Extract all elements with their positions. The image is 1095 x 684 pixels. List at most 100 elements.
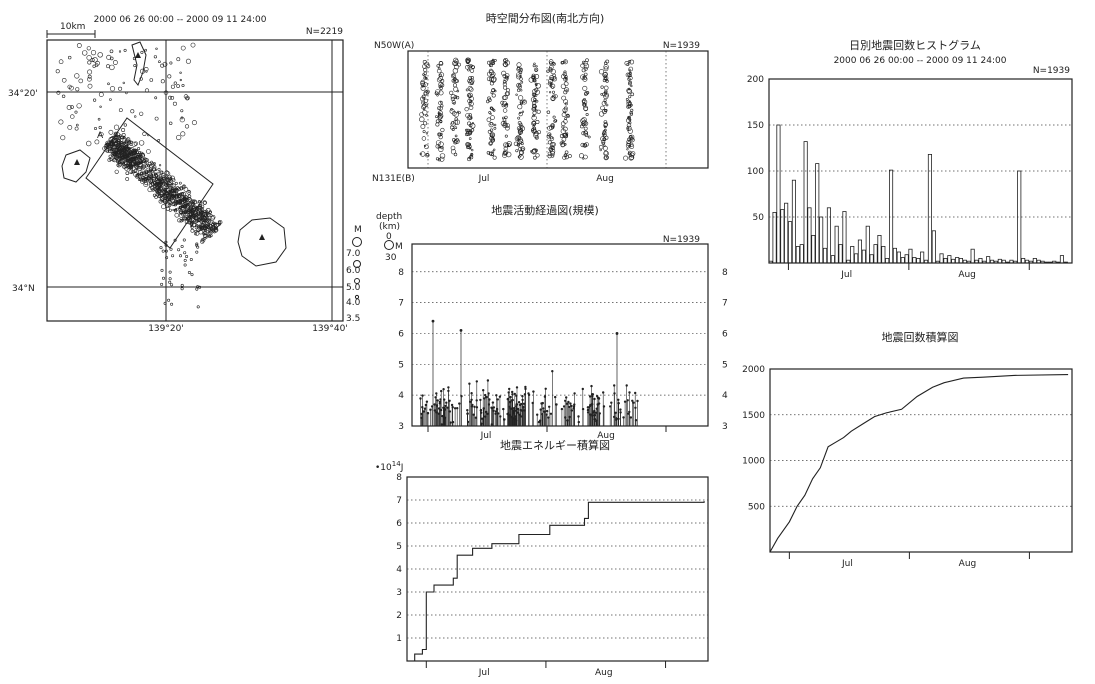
epicenter-point: [143, 157, 148, 162]
spacetime-point: [436, 68, 442, 74]
epicenter-point: [151, 167, 157, 172]
histogram-bar: [908, 248, 913, 264]
epicenter-point: [169, 177, 173, 181]
magtime-point: [424, 403, 428, 407]
cumulative-count-line: [769, 374, 1069, 553]
epicenter-point: [183, 251, 187, 255]
spacetime-point: [563, 81, 569, 87]
spacetime-point: [519, 150, 524, 155]
spacetime-point: [563, 70, 567, 74]
spacetime-point: [626, 104, 631, 109]
map-lon-label-2: 139°40': [312, 324, 348, 334]
epicenter-point: [195, 242, 199, 246]
spacetime-point: [467, 157, 472, 162]
magtime-point: [482, 389, 485, 392]
ytick-label: 50: [753, 213, 765, 223]
spacetime-point: [453, 57, 459, 63]
spacetime-point: [489, 122, 494, 126]
epicenter-point: [123, 155, 128, 159]
magtime-point: [484, 393, 487, 397]
magtime-point: [466, 409, 469, 412]
spacetime-point: [454, 117, 458, 121]
spacetime-point: [546, 69, 550, 73]
spacetime-point: [453, 86, 459, 92]
spacetime-point: [600, 105, 605, 111]
histogram-bar: [997, 258, 1002, 264]
spacetime-point: [517, 104, 523, 110]
epicenter-point: [116, 160, 119, 163]
spacetime-point: [467, 142, 471, 147]
spacetime-point: [453, 78, 458, 84]
magtime-point: [453, 407, 457, 410]
epicenter-point: [149, 78, 154, 82]
spacetime-point: [487, 60, 491, 65]
magtime-point: [634, 391, 637, 395]
spacetime-point: [563, 119, 568, 124]
magtime-point: [492, 406, 496, 409]
spacetime-point: [423, 68, 428, 73]
spacetime-point: [532, 125, 535, 128]
spacetime-point: [535, 65, 538, 68]
spacetime-plot: 時空間分布図(南北方向) N50W(A) N=1939 N131E(B) Jul…: [372, 11, 709, 184]
epicenter-point: [162, 187, 165, 190]
magtime-point: [470, 398, 473, 401]
magtime-point: [516, 411, 519, 414]
spacetime-point: [451, 111, 457, 116]
spacetime-point: [600, 93, 604, 96]
epicenter-point: [186, 213, 191, 217]
magtime-point: [485, 395, 488, 399]
spacetime-point: [563, 99, 568, 104]
spacetime-point: [454, 64, 460, 70]
spacetime-point: [626, 126, 629, 130]
spacetime-point: [598, 111, 605, 117]
epicenter-point: [99, 132, 104, 137]
spacetime-point: [438, 90, 444, 96]
epicenter-point: [194, 217, 199, 222]
spacetime-point: [467, 121, 472, 126]
spacetime-point: [506, 143, 511, 148]
spacetime-point: [426, 63, 431, 69]
spacetime-point: [419, 116, 425, 123]
spacetime-point: [626, 139, 631, 145]
spacetime-point: [549, 151, 555, 157]
month-label: Jul: [478, 668, 490, 678]
spacetime-point: [486, 71, 492, 77]
mag-circle-7: [352, 237, 362, 247]
spacetime-point: [421, 136, 427, 141]
histogram-title: 日別地震回数ヒストグラム: [849, 38, 981, 52]
histogram-bar: [846, 259, 851, 264]
spacetime-point: [437, 106, 442, 111]
magtime-point: [548, 405, 551, 408]
ytick-label: 3: [396, 588, 402, 598]
spacetime-point: [489, 64, 492, 67]
spacetime-point: [517, 129, 524, 135]
epicenter-point: [144, 66, 149, 72]
spacetime-point: [423, 98, 429, 103]
ytick-label: 1500: [742, 411, 765, 421]
epicenter-point: [155, 188, 160, 194]
magtime-month-jul: Jul: [480, 431, 492, 441]
spacetime-count: N=1939: [663, 41, 700, 51]
magtime-point: [544, 387, 547, 390]
magtime-point: [429, 408, 432, 411]
spacetime-point: [531, 115, 537, 121]
magtime-point: [431, 319, 435, 323]
magtime-point: [540, 402, 543, 405]
spacetime-point: [582, 85, 588, 91]
spacetime-point: [605, 103, 609, 107]
epicenter-point: [190, 225, 193, 228]
spacetime-point: [467, 98, 472, 104]
spacetime-top-label: N50W(A): [374, 41, 414, 51]
spacetime-point: [468, 87, 474, 92]
histogram-bar: [1059, 255, 1065, 264]
spacetime-point: [506, 88, 510, 93]
histogram-bar: [951, 258, 956, 264]
epicenter-point: [192, 199, 196, 203]
spacetime-point: [450, 108, 453, 111]
spacetime-point: [437, 158, 442, 162]
mag-scale-title: M: [354, 225, 362, 235]
epicenter-point: [168, 200, 172, 204]
spacetime-point: [488, 111, 492, 114]
histogram-bar: [962, 259, 967, 264]
epicenter-point: [176, 57, 181, 62]
